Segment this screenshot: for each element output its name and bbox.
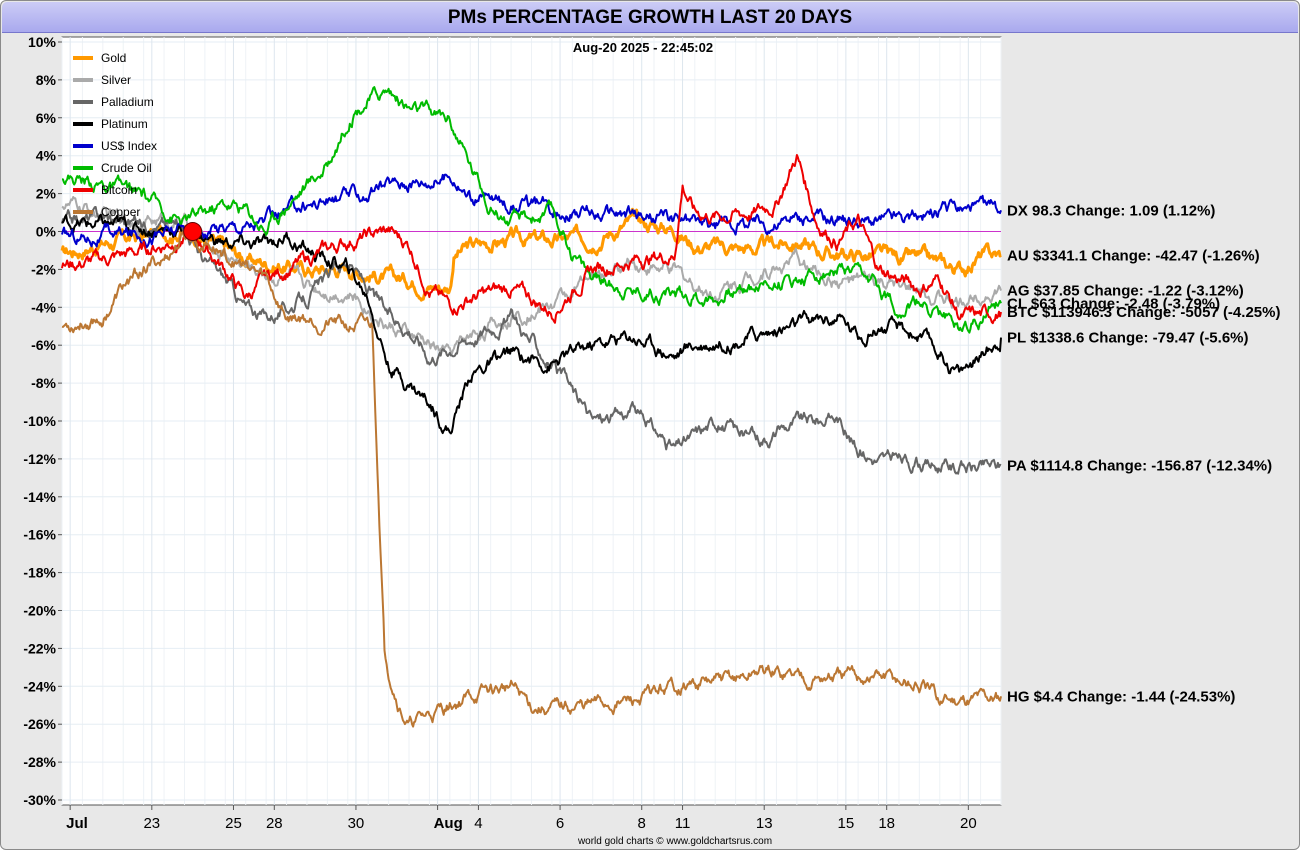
series-layer (60, 86, 1002, 728)
baseline-marker (183, 222, 203, 241)
x-tick-label: Aug (434, 815, 463, 832)
series-line-copper (61, 231, 1002, 728)
y-tick-label: 8% (36, 72, 57, 88)
y-tick-label: 2% (36, 186, 57, 202)
series-line-us-index (61, 173, 1002, 249)
end-label: CL $63 Change: -2.48 (-3.79%) (1007, 295, 1220, 312)
end-label: DX 98.3 Change: 1.09 (1.12%) (1007, 202, 1215, 219)
y-tick-label: -4% (31, 299, 56, 315)
legend-label: Copper (101, 205, 140, 219)
y-tick-label: 10% (28, 34, 57, 50)
series-line-bitcoin (61, 154, 1002, 325)
series-line-palladium (61, 206, 1002, 475)
y-tick-label: -14% (23, 489, 56, 505)
labels-layer: AU $3341.1 Change: -42.47 (-1.26%) AG $37… (1007, 202, 1280, 705)
end-label: AG $37.85 Change: -1.22 (-3.12%) (1007, 283, 1244, 300)
legend-label: Platinum (101, 117, 148, 131)
x-tick-label: 30 (348, 815, 365, 832)
grid: 10% 8% 6% 4% 2% 0% -2% -4% -6% -8% -10% -12% -14% -16… (23, 34, 1002, 832)
y-tick-label: -30% (23, 792, 56, 808)
y-tick-label: -10% (23, 413, 56, 429)
y-tick-label: -22% (23, 640, 56, 656)
legend-label: Bitcoin (101, 183, 137, 197)
y-tick-label: -6% (31, 337, 56, 353)
x-tick-label: 20 (960, 815, 977, 832)
legend-label: Crude Oil (101, 161, 152, 175)
x-tick-label: 25 (225, 815, 242, 832)
end-label: PA $1114.8 Change: -156.87 (-12.34%) (1007, 457, 1272, 474)
series-line-silver (61, 196, 1002, 355)
end-label: HG $4.4 Change: -1.44 (-24.53%) (1007, 688, 1235, 705)
end-label: PL $1338.6 Change: -79.47 (-5.6%) (1007, 330, 1249, 347)
y-tick-label: -20% (23, 603, 56, 619)
y-tick-label: -8% (31, 375, 56, 391)
end-label: AU $3341.1 Change: -42.47 (-1.26%) (1007, 247, 1260, 264)
legend: Gold Silver Palladium Platinum US$ Index Crud… (73, 51, 157, 219)
x-tick-label: Jul (66, 815, 88, 832)
legend-label: Silver (101, 73, 131, 87)
y-tick-label: -18% (23, 565, 56, 581)
x-tick-label: 15 (838, 815, 855, 832)
x-tick-label: 4 (474, 815, 482, 832)
y-tick-label: 4% (36, 148, 57, 164)
x-tick-label: 11 (675, 815, 691, 832)
series-line-platinum (61, 213, 1002, 435)
y-tick-label: -28% (23, 754, 56, 770)
credit-label: world gold charts © www.goldchartsrus.co… (577, 836, 772, 847)
x-tick-label: 6 (556, 815, 564, 832)
y-tick-label: -26% (23, 716, 56, 732)
x-tick-label: 23 (143, 815, 160, 832)
chart-title: PMs PERCENTAGE GROWTH LAST 20 DAYS (2, 2, 1298, 33)
y-tick-label: -12% (23, 451, 56, 467)
y-tick-label: 6% (36, 110, 57, 126)
legend-label: US$ Index (101, 139, 157, 153)
y-tick-label: 0% (36, 224, 57, 240)
y-tick-label: -16% (23, 527, 56, 543)
x-tick-label: 28 (266, 815, 283, 832)
end-label: BTC $113946.3 Change: -5057 (-4.25%) (1007, 304, 1280, 321)
y-tick-label: -2% (31, 261, 56, 277)
timestamp-label: Aug-20 2025 - 22:45:02 (573, 40, 713, 55)
y-tick-label: -24% (23, 678, 56, 694)
x-tick-label: 13 (756, 815, 773, 832)
series-line-gold (60, 207, 1002, 302)
x-tick-label: 8 (638, 815, 646, 832)
legend-label: Gold (101, 51, 126, 65)
series-line-crude-oil (61, 86, 1002, 334)
legend-label: Palladium (101, 95, 154, 109)
x-tick-label: 18 (878, 815, 895, 832)
